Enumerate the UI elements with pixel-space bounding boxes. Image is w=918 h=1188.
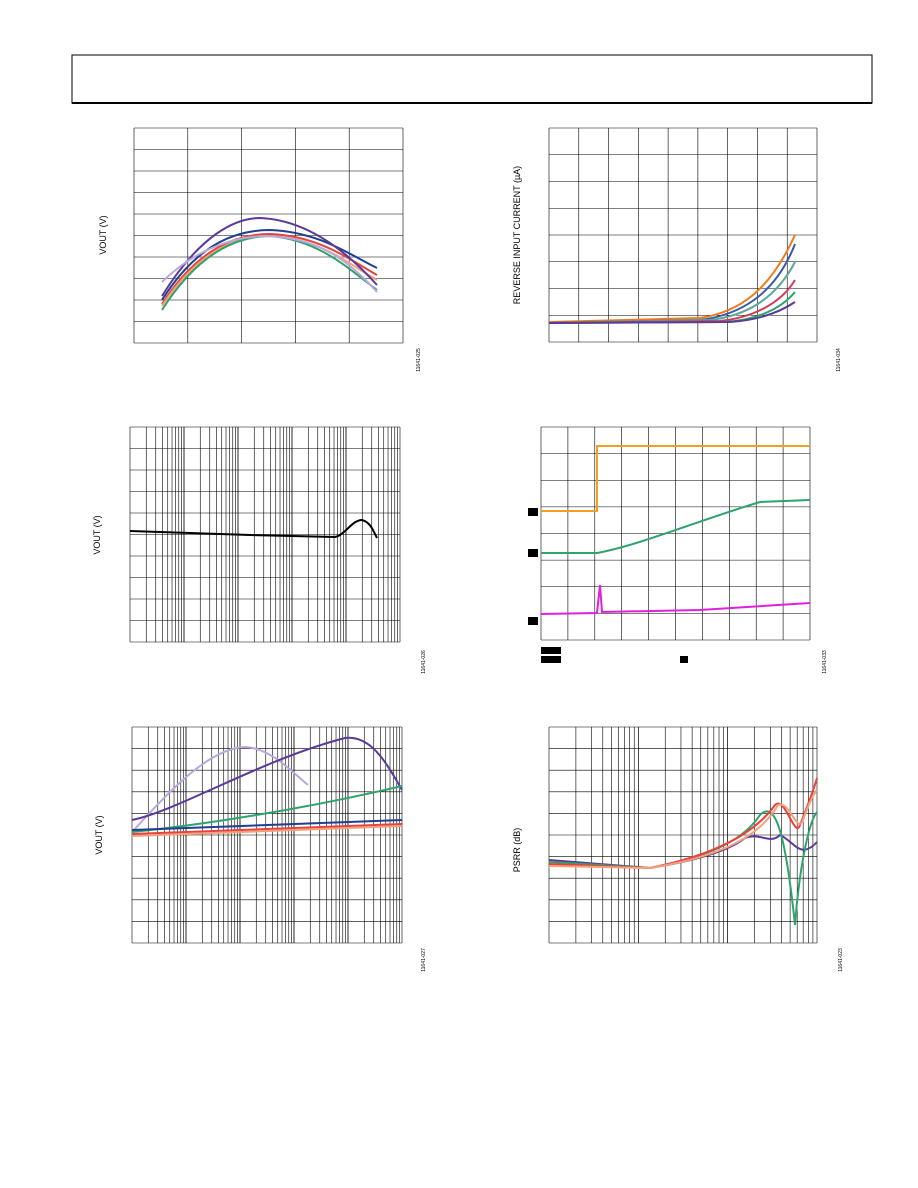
grids <box>129 127 818 944</box>
figure-id: 11641-033 <box>822 650 828 674</box>
figure-id: 11641-023 <box>838 948 844 972</box>
curve <box>161 234 378 307</box>
trace <box>540 584 811 615</box>
curve <box>131 736 403 821</box>
axis-label: VOUT (V) <box>92 515 102 554</box>
axis-label: VOUT (V) <box>94 815 104 854</box>
axis-label: REVERSE INPUT CURRENT (µA) <box>512 166 522 304</box>
curve <box>548 810 818 926</box>
trace <box>541 445 810 512</box>
marker <box>528 508 538 516</box>
curve <box>161 228 378 301</box>
curve <box>161 216 378 297</box>
curve <box>131 823 403 835</box>
marker <box>528 549 538 557</box>
marker <box>541 656 561 663</box>
curve <box>161 234 378 311</box>
figure-id: 11641-025 <box>416 348 422 372</box>
curve <box>161 234 378 293</box>
header-box <box>71 54 873 104</box>
curve <box>129 518 378 539</box>
figure-id: 11641-027 <box>421 948 427 972</box>
trace <box>541 499 811 554</box>
curve <box>131 819 403 831</box>
curve <box>131 825 403 837</box>
figure-id: 11641-026 <box>421 650 427 674</box>
curve <box>548 261 796 324</box>
axis-label: VOUT (V) <box>98 215 108 254</box>
marker <box>541 647 561 654</box>
curve <box>548 301 796 324</box>
curve <box>548 789 818 870</box>
marker <box>528 617 538 625</box>
marker <box>680 656 688 663</box>
curve <box>548 833 818 870</box>
figure-id: 11641-034 <box>836 348 842 372</box>
axis-label: PSRR (dB) <box>512 828 522 873</box>
curve <box>548 279 796 324</box>
curve <box>548 234 796 323</box>
curve <box>133 745 309 831</box>
